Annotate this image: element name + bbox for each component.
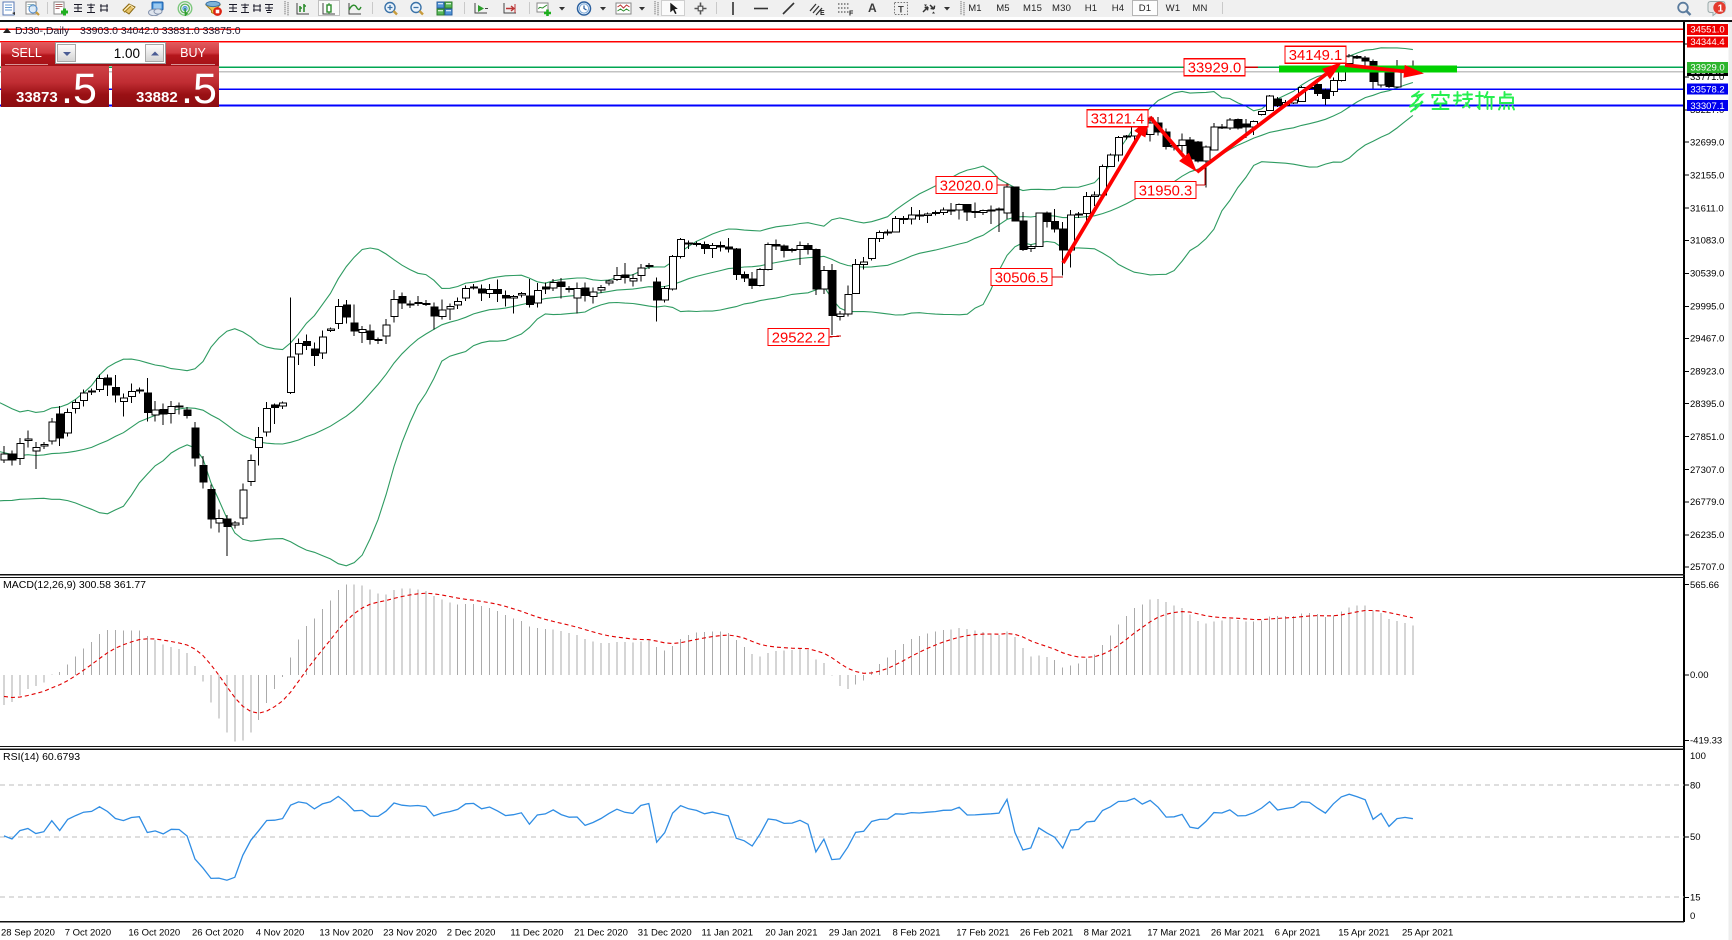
svg-text:30539.0: 30539.0 [1690, 269, 1724, 280]
svg-text:31950.3: 31950.3 [1139, 183, 1193, 199]
svg-text:13 Nov 2020: 13 Nov 2020 [319, 928, 373, 939]
svg-text:23 Nov 2020: 23 Nov 2020 [383, 928, 437, 939]
svg-text:29 Jan 2021: 29 Jan 2021 [829, 928, 881, 939]
svg-text:26 Oct 2020: 26 Oct 2020 [192, 928, 244, 939]
svg-text:80: 80 [1690, 780, 1701, 791]
svg-text:26 Mar 2021: 26 Mar 2021 [1211, 928, 1264, 939]
svg-text:11 Jan 2021: 11 Jan 2021 [702, 928, 754, 939]
svg-text:32155.0: 32155.0 [1690, 170, 1724, 181]
svg-text:31 Dec 2020: 31 Dec 2020 [638, 928, 692, 939]
svg-text:26779.0: 26779.0 [1690, 497, 1724, 508]
svg-text:1: 1 [1718, 3, 1724, 14]
svg-text:15 Apr 2021: 15 Apr 2021 [1338, 928, 1389, 939]
svg-text:6 Apr 2021: 6 Apr 2021 [1275, 928, 1321, 939]
svg-text:E: E [820, 10, 825, 16]
svg-text:T: T [898, 5, 904, 16]
svg-text:DJ30-,Daily: DJ30-,Daily [15, 25, 70, 37]
svg-text:0.00: 0.00 [1690, 670, 1709, 681]
svg-text:0: 0 [1690, 911, 1695, 922]
svg-text:25707.0: 25707.0 [1690, 562, 1724, 573]
svg-text:RSI(14) 60.6793: RSI(14) 60.6793 [3, 751, 80, 763]
svg-text:30506.5: 30506.5 [995, 270, 1049, 286]
svg-text:21 Dec 2020: 21 Dec 2020 [574, 928, 628, 939]
svg-text:33771.0: 33771.0 [1690, 72, 1724, 83]
svg-text:26235.0: 26235.0 [1690, 530, 1724, 541]
svg-text:32699.0: 32699.0 [1690, 137, 1724, 148]
svg-text:33903.0 34042.0 33831.0 33875.: 33903.0 34042.0 33831.0 33875.0 [80, 25, 241, 37]
svg-text:34551.0: 34551.0 [1690, 25, 1724, 36]
svg-text:15: 15 [1690, 893, 1701, 904]
svg-text:28395.0: 28395.0 [1690, 399, 1724, 410]
svg-text:31083.0: 31083.0 [1690, 236, 1724, 247]
svg-text:17 Feb 2021: 17 Feb 2021 [956, 928, 1009, 939]
svg-text:27851.0: 27851.0 [1690, 432, 1724, 443]
svg-text:33578.2: 33578.2 [1690, 85, 1724, 96]
svg-text:33307.1: 33307.1 [1690, 101, 1724, 112]
svg-text:34344.4: 34344.4 [1690, 37, 1724, 48]
svg-text:7 Oct 2020: 7 Oct 2020 [65, 928, 111, 939]
svg-text:29995.0: 29995.0 [1690, 302, 1724, 313]
svg-text:17 Mar 2021: 17 Mar 2021 [1147, 928, 1200, 939]
svg-text:28 Sep 2020: 28 Sep 2020 [1, 928, 55, 939]
svg-text:31611.0: 31611.0 [1690, 203, 1724, 214]
svg-text:100: 100 [1690, 751, 1706, 762]
svg-text:34149.1: 34149.1 [1289, 48, 1343, 64]
svg-text:11 Dec 2020: 11 Dec 2020 [510, 928, 563, 939]
svg-text:-419.33: -419.33 [1690, 736, 1722, 747]
svg-text:16 Oct 2020: 16 Oct 2020 [128, 928, 180, 939]
svg-text:25 Apr 2021: 25 Apr 2021 [1402, 928, 1453, 939]
svg-text:50: 50 [1690, 832, 1701, 843]
svg-text:F: F [849, 11, 854, 17]
svg-text:4 Nov 2020: 4 Nov 2020 [256, 928, 305, 939]
svg-text:565.66: 565.66 [1690, 580, 1719, 591]
svg-text:26 Feb 2021: 26 Feb 2021 [1020, 928, 1073, 939]
svg-text:27307.0: 27307.0 [1690, 465, 1724, 476]
svg-text:8 Mar 2021: 8 Mar 2021 [1084, 928, 1132, 939]
svg-text:33929.0: 33929.0 [1188, 61, 1242, 77]
svg-text:29467.0: 29467.0 [1690, 334, 1724, 345]
svg-text:32020.0: 32020.0 [940, 178, 994, 194]
svg-text:MACD(12,26,9) 300.58 361.77: MACD(12,26,9) 300.58 361.77 [3, 579, 146, 591]
svg-text:2 Dec 2020: 2 Dec 2020 [447, 928, 496, 939]
svg-text:8 Feb 2021: 8 Feb 2021 [893, 928, 941, 939]
svg-text:33929.0: 33929.0 [1690, 63, 1724, 74]
svg-text:29522.2: 29522.2 [772, 330, 826, 346]
svg-text:33121.4: 33121.4 [1091, 112, 1145, 128]
svg-text:20 Jan 2021: 20 Jan 2021 [765, 928, 817, 939]
svg-text:28923.0: 28923.0 [1690, 367, 1724, 378]
